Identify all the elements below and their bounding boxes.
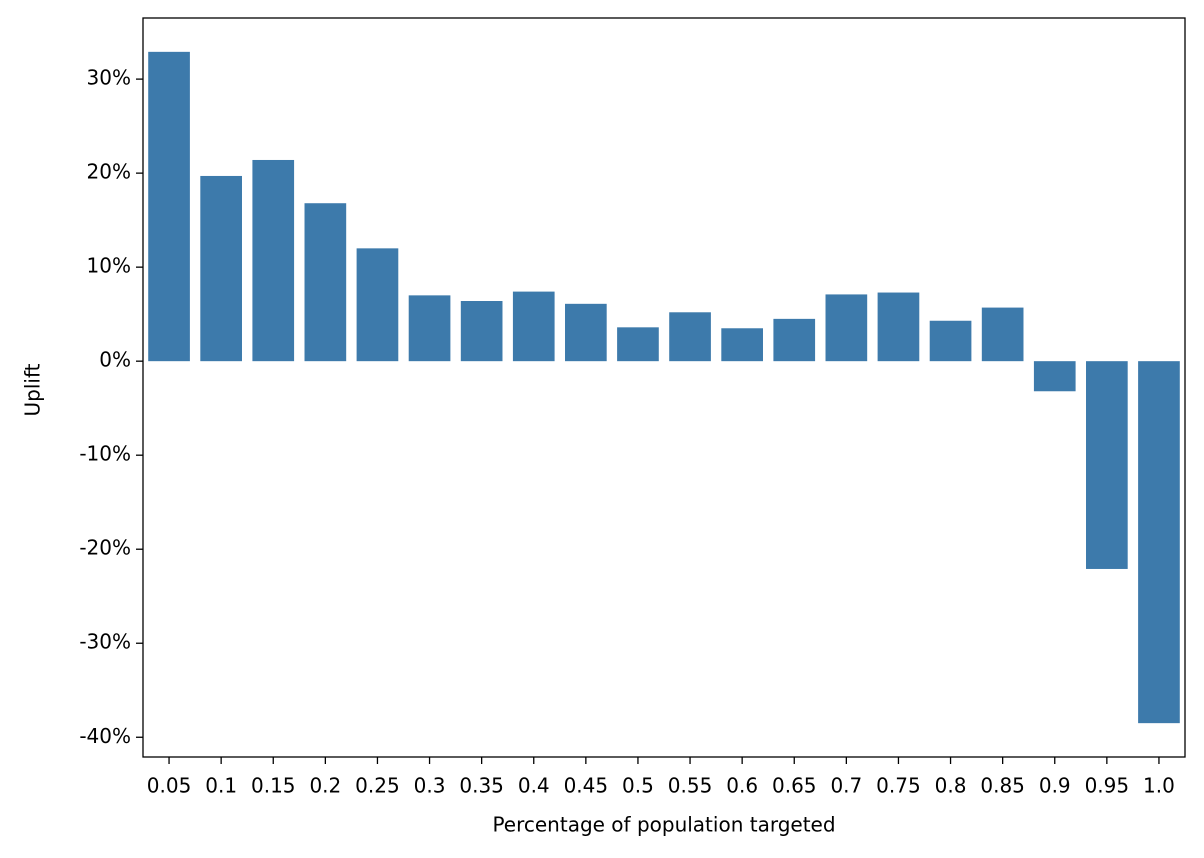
bar bbox=[408, 295, 451, 362]
y-tick-label: -30% bbox=[79, 630, 131, 654]
x-tick-label: 0.3 bbox=[414, 774, 446, 798]
x-tick-label: 0.9 bbox=[1039, 774, 1071, 798]
bar bbox=[356, 248, 399, 362]
x-tick-label: 0.4 bbox=[518, 774, 550, 798]
x-tick-label: 0.95 bbox=[1085, 774, 1130, 798]
y-tick-label: -20% bbox=[79, 536, 131, 560]
x-tick-label: 0.45 bbox=[564, 774, 609, 798]
x-tick-label: 0.85 bbox=[980, 774, 1025, 798]
x-tick-label: 0.6 bbox=[726, 774, 758, 798]
bar bbox=[877, 292, 920, 362]
x-tick-label: 0.05 bbox=[147, 774, 192, 798]
x-tick-label: 0.5 bbox=[622, 774, 654, 798]
bar bbox=[929, 320, 972, 362]
y-tick-label: -40% bbox=[79, 724, 131, 748]
bar bbox=[200, 175, 242, 362]
x-tick-label: 0.75 bbox=[876, 774, 921, 798]
x-tick-label: 0.55 bbox=[668, 774, 713, 798]
bar bbox=[1033, 361, 1076, 392]
y-axis-label: Uplift bbox=[21, 363, 45, 416]
y-tick-label: -10% bbox=[79, 442, 131, 466]
bar bbox=[148, 51, 190, 362]
x-axis-label: Percentage of population targeted bbox=[492, 813, 835, 837]
bar bbox=[981, 307, 1024, 362]
bar bbox=[460, 301, 503, 362]
x-tick-label: 0.25 bbox=[355, 774, 400, 798]
bar bbox=[1086, 361, 1128, 569]
x-tick-label: 0.7 bbox=[830, 774, 862, 798]
x-tick-label: 0.2 bbox=[309, 774, 341, 798]
x-tick-label: 0.8 bbox=[935, 774, 967, 798]
x-tick-label: 0.15 bbox=[251, 774, 296, 798]
bar bbox=[825, 294, 868, 362]
x-tick-label: 1.0 bbox=[1143, 774, 1175, 798]
bar bbox=[252, 159, 295, 362]
bar bbox=[512, 291, 555, 362]
x-tick-label: 0.35 bbox=[459, 774, 504, 798]
bar bbox=[1138, 361, 1180, 724]
bar bbox=[565, 303, 607, 362]
plot-frame bbox=[142, 17, 1186, 758]
bar bbox=[304, 203, 347, 362]
bar bbox=[721, 328, 763, 362]
x-tick-label: 0.1 bbox=[205, 774, 237, 798]
y-tick-label: 30% bbox=[87, 66, 131, 90]
y-tick-label: 0% bbox=[99, 348, 131, 372]
bar bbox=[773, 318, 816, 362]
x-tick-label: 0.65 bbox=[772, 774, 817, 798]
bar bbox=[669, 312, 711, 362]
y-tick-label: 20% bbox=[87, 160, 131, 184]
bar bbox=[617, 327, 659, 362]
y-tick-label: 10% bbox=[87, 254, 131, 278]
